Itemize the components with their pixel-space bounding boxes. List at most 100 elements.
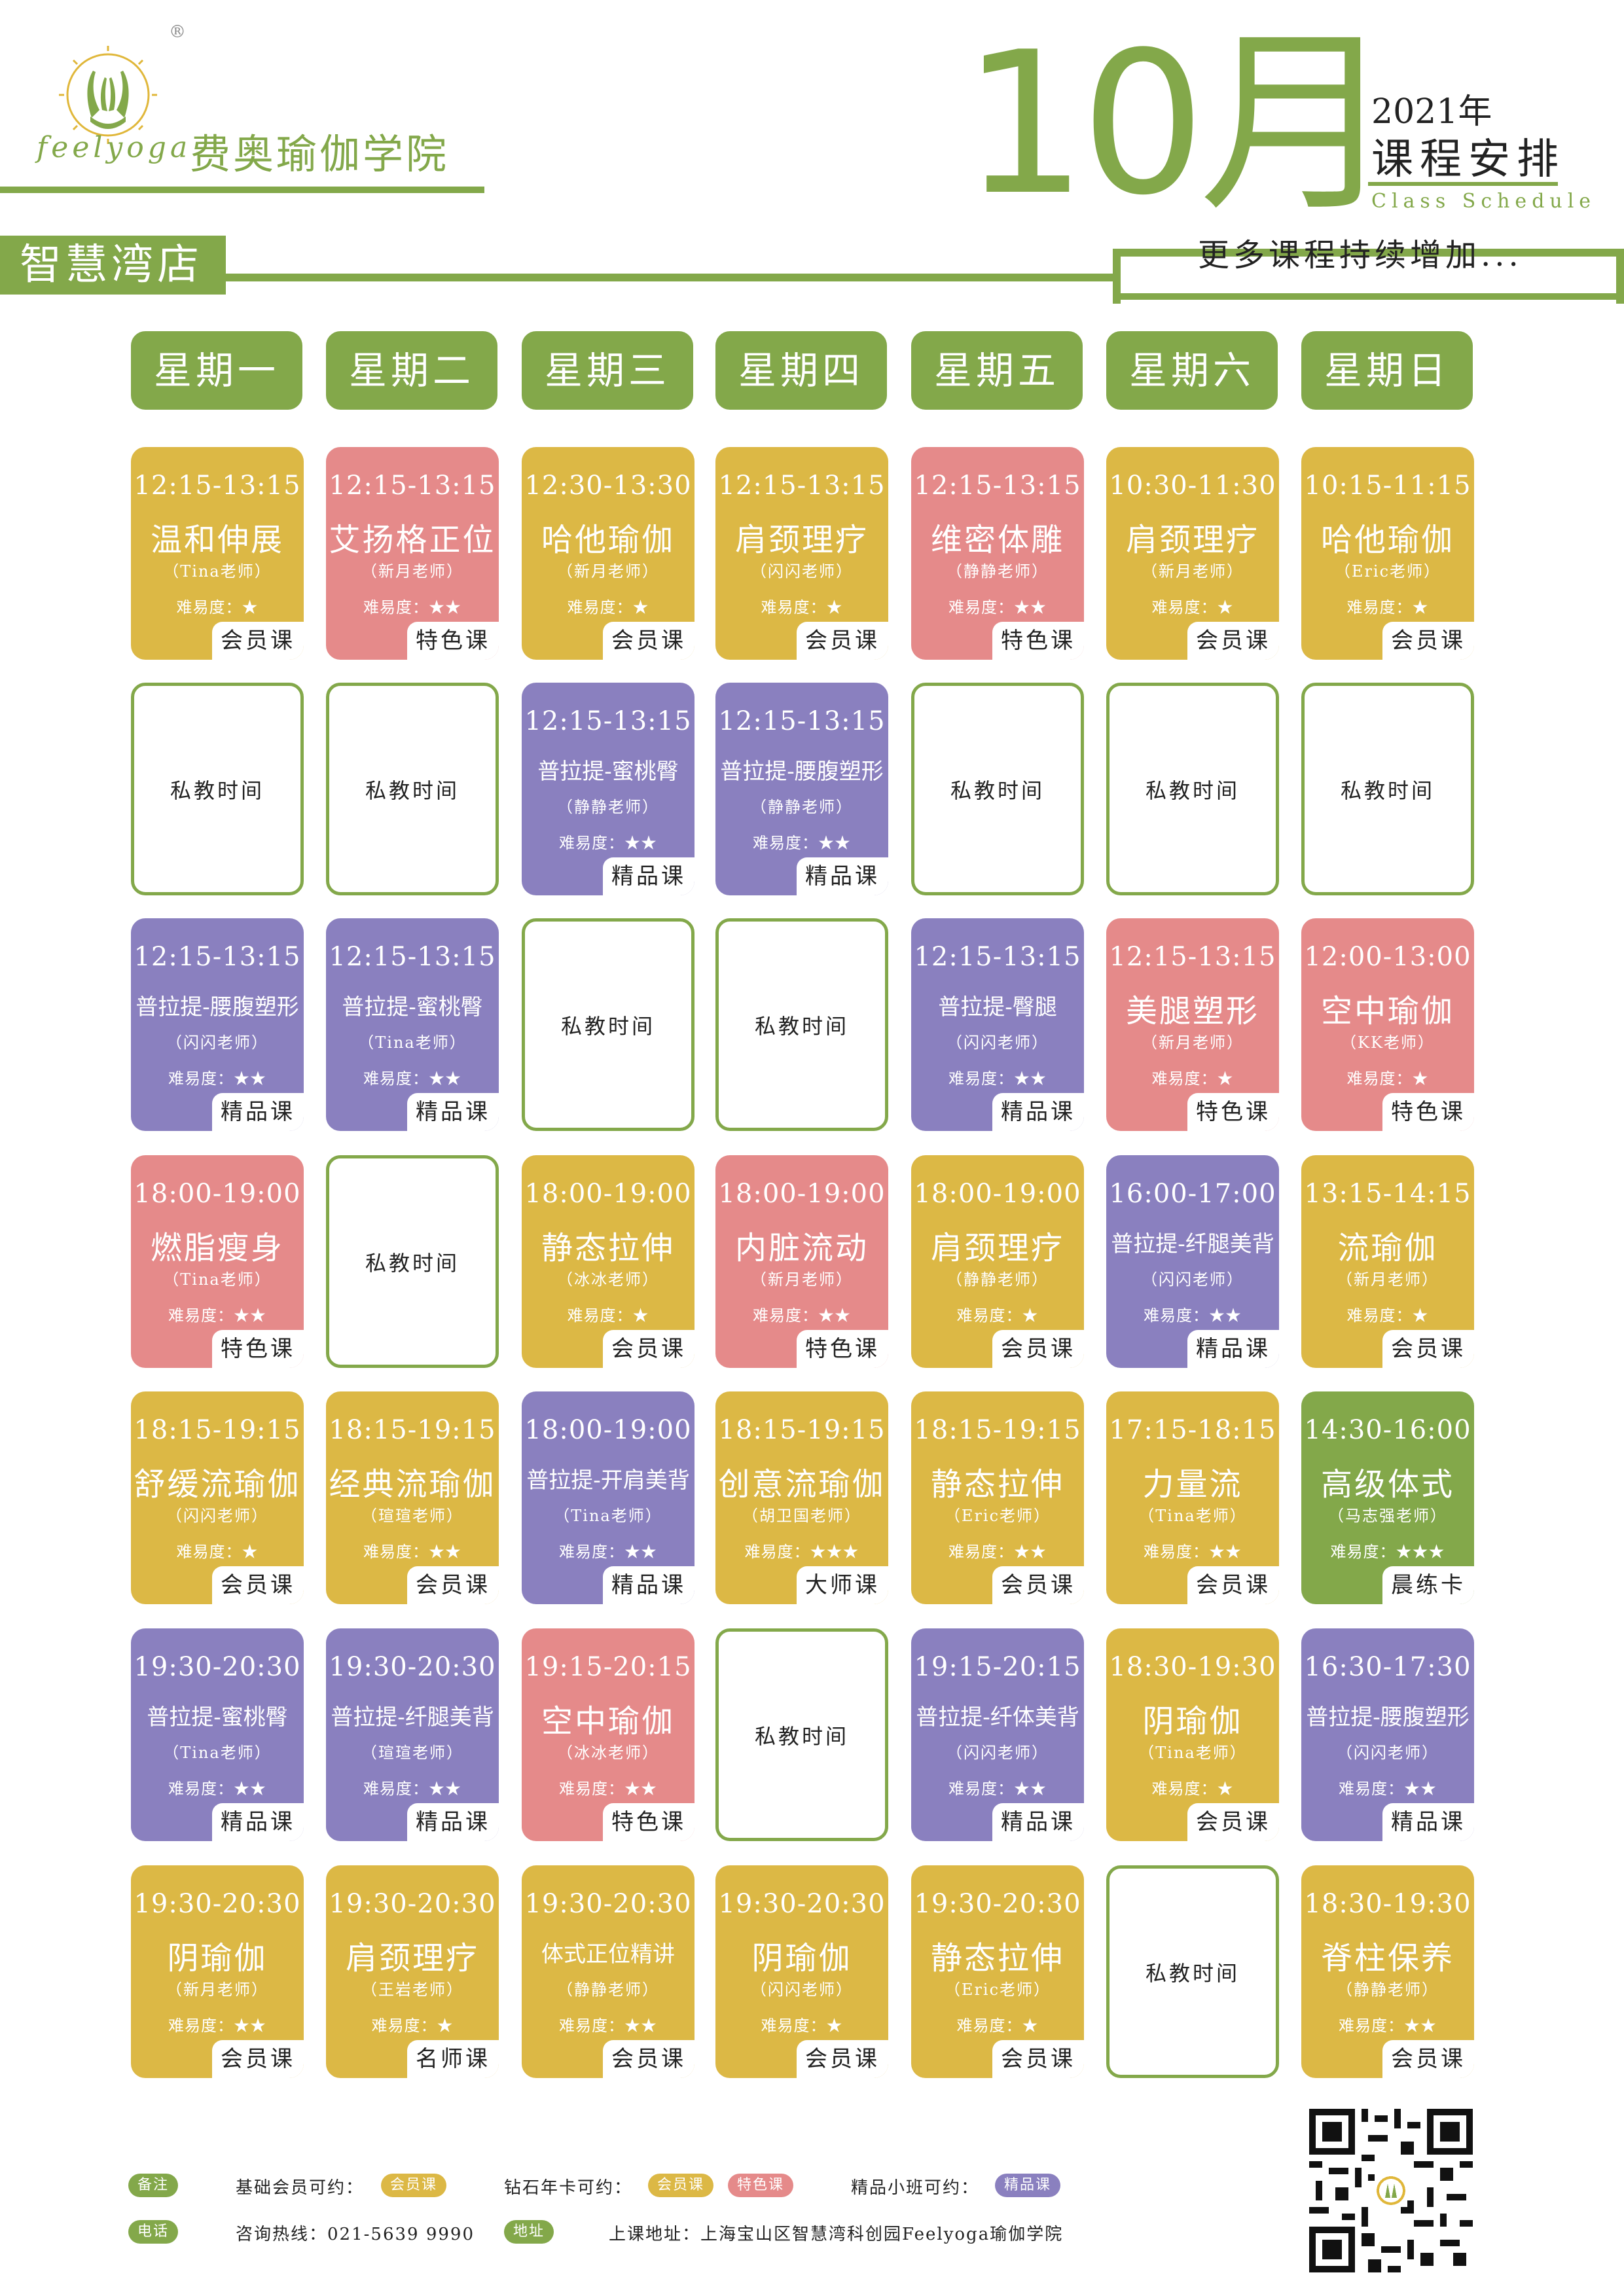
store-tab [0, 236, 226, 295]
weekday-header: 星期三 [522, 331, 693, 410]
class-difficulty: 难易度：★★ [363, 1780, 461, 1798]
class-name: 阴瑜伽 [167, 1940, 268, 1977]
class-difficulty: 难易度：★★ [753, 1306, 851, 1325]
class-card: 12:15-13:15 普拉提-蜜桃臀 （静静老师） 难易度：★★ 精品课 [522, 683, 695, 895]
class-teacher: （新月老师） [1337, 1270, 1439, 1289]
class-teacher: （闪闪老师） [751, 562, 853, 581]
class-name: 普拉提-腰腹塑形 [1306, 1704, 1470, 1731]
class-time: 19:30-20:30 [329, 1889, 496, 1919]
diamond-card-pill-member: 会员课 [648, 2174, 714, 2197]
class-card: 12:15-13:15 美腿塑形 （新月老师） 难易度：★ 特色课 [1106, 918, 1279, 1131]
class-teacher: （新月老师） [166, 1981, 268, 1999]
class-teacher: （Tina老师） [358, 1033, 467, 1052]
class-difficulty: 难易度：★★ [168, 1780, 266, 1798]
class-name: 普拉提-蜜桃臀 [342, 994, 483, 1020]
private-session-label: 私教时间 [560, 1013, 655, 1039]
class-card: 18:00-19:00 普拉提-开肩美背 （Tina老师） 难易度：★★ 精品课 [522, 1391, 695, 1604]
private-session-slot: 私教时间 [911, 683, 1084, 895]
class-card: 12:15-13:15 肩颈理疗 （闪闪老师） 难易度：★ 会员课 [715, 447, 888, 660]
class-name: 空中瑜伽 [541, 1703, 675, 1740]
class-difficulty: 难易度：★★★ [1330, 1543, 1445, 1561]
class-name: 普拉提-纤腿美背 [331, 1704, 494, 1731]
private-session-label: 私教时间 [754, 1013, 849, 1039]
class-card: 18:00-19:00 内脏流动 （新月老师） 难易度：★★ 特色课 [715, 1155, 888, 1368]
weekday-header: 星期六 [1106, 331, 1278, 410]
private-session-slot: 私教时间 [1106, 683, 1279, 895]
class-type-tag: 大师课 [797, 1566, 888, 1604]
class-type-tag: 会员课 [603, 622, 695, 660]
diamond-card-pill-special: 特色课 [728, 2174, 794, 2197]
class-name: 燃脂瘦身 [150, 1230, 284, 1266]
class-time: 12:15-13:15 [718, 471, 886, 501]
class-time: 19:30-20:30 [134, 1652, 301, 1682]
class-card: 19:30-20:30 肩颈理疗 （王岩老师） 难易度：★ 名师课 [326, 1865, 499, 2078]
class-difficulty: 难易度：★ [567, 1306, 649, 1325]
class-name: 肩颈理疗 [930, 1230, 1064, 1266]
class-time: 12:30-13:30 [524, 471, 692, 501]
class-teacher: （Eric老师） [944, 1981, 1051, 1999]
class-teacher: （冰冰老师） [557, 1744, 659, 1762]
class-time: 18:30-19:30 [1304, 1889, 1471, 1919]
class-card: 12:15-13:15 普拉提-腰腹塑形 （静静老师） 难易度：★★ 精品课 [715, 683, 888, 895]
class-difficulty: 难易度：★★ [168, 1306, 266, 1325]
class-card: 12:30-13:30 哈他瑜伽 （新月老师） 难易度：★ 会员课 [522, 447, 695, 660]
class-difficulty: 难易度：★★ [559, 834, 657, 852]
basic-member-label: 基础会员可约： [236, 2178, 365, 2198]
class-type-tag: 精品课 [992, 1093, 1084, 1131]
class-type-tag: 会员课 [1382, 1330, 1474, 1368]
class-name: 经典流瑜伽 [329, 1466, 496, 1503]
class-card: 18:15-19:15 静态拉伸 （Eric老师） 难易度：★★ 会员课 [911, 1391, 1084, 1604]
class-difficulty: 难易度：★★ [168, 1069, 266, 1088]
class-card: 18:30-19:30 阴瑜伽 （Tina老师） 难易度：★ 会员课 [1106, 1628, 1279, 1841]
store-divider [226, 274, 1116, 281]
class-difficulty: 难易度：★★ [1144, 1306, 1242, 1325]
class-time: 13:15-14:15 [1304, 1179, 1471, 1209]
class-name: 静态拉伸 [541, 1230, 675, 1266]
class-time: 19:30-20:30 [524, 1889, 692, 1919]
more-courses-text: 更多课程持续增加... [1198, 237, 1523, 274]
class-name: 普拉提-腰腹塑形 [135, 994, 299, 1020]
class-teacher: （Tina老师） [163, 1270, 272, 1289]
basic-member-pill: 会员课 [381, 2174, 447, 2197]
class-name: 流瑜伽 [1337, 1230, 1438, 1266]
class-name: 哈他瑜伽 [1320, 522, 1454, 558]
class-card: 18:00-19:00 燃脂瘦身 （Tina老师） 难易度：★★ 特色课 [131, 1155, 304, 1368]
class-teacher: （王岩老师） [361, 1981, 463, 1999]
class-teacher: （闪闪老师） [1337, 1744, 1439, 1762]
more-courses-underline [1113, 293, 1624, 300]
class-name: 普拉提-臀腿 [938, 994, 1057, 1020]
class-time: 18:15-19:15 [914, 1415, 1081, 1445]
class-type-tag: 会员课 [1382, 2040, 1474, 2078]
class-difficulty: 难易度：★ [1151, 598, 1234, 617]
class-card: 12:15-13:15 维密体雕 （静静老师） 难易度：★★ 特色课 [911, 447, 1084, 660]
class-time: 12:15-13:15 [134, 471, 301, 501]
private-session-label: 私教时间 [1145, 778, 1240, 803]
class-type-tag: 精品课 [1187, 1330, 1279, 1368]
class-time: 12:15-13:15 [914, 942, 1081, 972]
class-card: 12:15-13:15 普拉提-蜜桃臀 （Tina老师） 难易度：★★ 精品课 [326, 918, 499, 1131]
class-difficulty: 难易度：★ [956, 2017, 1039, 2035]
class-teacher: （Tina老师） [554, 1507, 662, 1525]
class-difficulty: 难易度：★★ [948, 1543, 1047, 1561]
class-card: 10:15-11:15 哈他瑜伽 （Eric老师） 难易度：★ 会员课 [1301, 447, 1474, 660]
class-name: 创意流瑜伽 [718, 1466, 886, 1503]
class-difficulty: 难易度：★★ [559, 1780, 657, 1798]
class-time: 18:15-19:15 [134, 1415, 301, 1445]
class-difficulty: 难易度：★★ [948, 1780, 1047, 1798]
class-card: 12:15-13:15 温和伸展 （Tina老师） 难易度：★ 会员课 [131, 447, 304, 660]
class-name: 舒缓流瑜伽 [134, 1466, 301, 1503]
class-name: 哈他瑜伽 [541, 522, 675, 558]
class-teacher: （瑄瑄老师） [361, 1744, 463, 1762]
class-difficulty: 难易度：★★ [1339, 1780, 1437, 1798]
class-teacher: （新月老师） [361, 562, 463, 581]
class-teacher: （新月老师） [557, 562, 659, 581]
class-card: 17:15-18:15 力量流 （Tina老师） 难易度：★★ 会员课 [1106, 1391, 1279, 1604]
class-time: 18:00-19:00 [524, 1415, 692, 1445]
private-session-label: 私教时间 [754, 1723, 849, 1749]
class-type-tag: 会员课 [407, 1566, 499, 1604]
address-text: 上课地址：上海宝山区智慧湾科创园Feelyoga瑜伽学院 [609, 2225, 1064, 2244]
feelyoga-logo-icon [59, 46, 157, 144]
class-teacher: （Tina老师） [163, 562, 272, 581]
class-teacher: （闪闪老师） [751, 1981, 853, 1999]
class-name: 温和伸展 [150, 522, 284, 558]
